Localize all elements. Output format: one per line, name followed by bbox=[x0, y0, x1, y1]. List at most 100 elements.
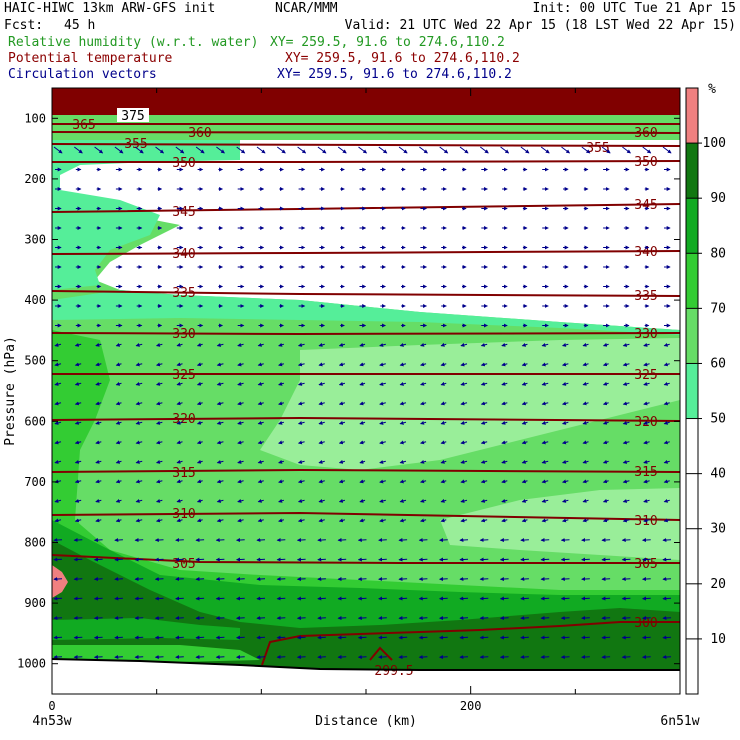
circulation-vector bbox=[276, 635, 286, 640]
circulation-vector bbox=[114, 146, 124, 154]
circulation-vector bbox=[357, 596, 367, 601]
circulation-vector bbox=[501, 498, 508, 503]
colorbar-band bbox=[686, 308, 698, 364]
circulation-vector bbox=[297, 146, 307, 154]
circulation-vector bbox=[499, 655, 509, 660]
circulation-vector bbox=[53, 557, 63, 562]
circulation-vector bbox=[662, 557, 672, 562]
circulation-vector bbox=[296, 557, 306, 562]
circulation-vector bbox=[256, 557, 266, 562]
theta-contour-360 bbox=[52, 131, 680, 134]
circulation-vector bbox=[439, 655, 448, 660]
circulation-vector bbox=[196, 518, 203, 523]
circulation-vector bbox=[662, 596, 672, 601]
circulation-vector bbox=[156, 459, 163, 464]
circulation-vector bbox=[643, 420, 650, 425]
circulation-vector bbox=[418, 655, 428, 660]
circulation-vector bbox=[195, 596, 205, 601]
circulation-vector bbox=[480, 342, 488, 347]
circulation-vector bbox=[439, 635, 448, 640]
theta-label-375: 375 bbox=[121, 109, 144, 124]
circulation-vector bbox=[134, 146, 144, 154]
theta-label-335-right: 335 bbox=[634, 289, 657, 304]
circulation-vector bbox=[379, 499, 386, 503]
circulation-vector bbox=[276, 557, 286, 562]
circulation-vector bbox=[643, 498, 650, 503]
y-tick-label: 800 bbox=[24, 536, 46, 550]
circulation-vector bbox=[439, 577, 448, 582]
circulation-vector bbox=[54, 499, 62, 503]
circulation-vector bbox=[562, 498, 569, 503]
circulation-vector bbox=[297, 421, 305, 425]
circulation-vector bbox=[480, 362, 488, 367]
circulation-vector bbox=[135, 382, 143, 386]
circulation-vector bbox=[521, 518, 528, 523]
colorbar-label: 20 bbox=[710, 577, 726, 592]
theta-labels: 375 365 360 360 355 355 350 350 345 345 … bbox=[72, 108, 658, 679]
circulation-vector bbox=[562, 440, 569, 445]
circulation-vector bbox=[541, 440, 549, 445]
circulation-vector bbox=[237, 459, 244, 464]
circulation-vector bbox=[317, 146, 327, 154]
circulation-vector bbox=[296, 538, 306, 543]
circulation-vector bbox=[480, 381, 488, 386]
circulation-vector bbox=[337, 635, 347, 640]
theta-label-330-right: 330 bbox=[634, 327, 657, 342]
circulation-vector bbox=[297, 401, 305, 406]
circulation-vector bbox=[378, 146, 388, 154]
circulation-vector bbox=[420, 362, 427, 367]
circulation-vector bbox=[622, 362, 630, 367]
circulation-vector bbox=[379, 479, 386, 484]
circulation-vector bbox=[156, 440, 163, 445]
circulation-vector bbox=[460, 479, 468, 484]
circulation-vector bbox=[278, 498, 284, 503]
y-tick-label: 200 bbox=[24, 172, 46, 186]
circulation-vector bbox=[196, 479, 203, 484]
circulation-vector bbox=[399, 362, 407, 367]
rh-band-light-tongue bbox=[260, 338, 680, 470]
circulation-vector bbox=[276, 655, 286, 660]
circulation-vector bbox=[602, 362, 609, 367]
circulation-vector bbox=[398, 655, 408, 660]
circulation-vector bbox=[318, 498, 325, 503]
circulation-vector bbox=[521, 342, 528, 347]
circulation-vector bbox=[114, 538, 123, 543]
y-tick-label: 500 bbox=[24, 354, 46, 368]
circulation-vector bbox=[54, 460, 62, 464]
circulation-vector bbox=[499, 538, 509, 543]
circulation-vector bbox=[357, 577, 367, 582]
circulation-vector bbox=[134, 616, 144, 621]
circulation-vector bbox=[73, 635, 83, 640]
colorbar-label: 50 bbox=[710, 412, 726, 427]
circulation-vector bbox=[582, 440, 589, 445]
circulation-vector bbox=[540, 596, 550, 601]
circulation-vector bbox=[54, 440, 62, 445]
circulation-vector bbox=[95, 498, 102, 503]
circulation-vector bbox=[297, 499, 305, 503]
y-tick-label: 1000 bbox=[17, 657, 46, 671]
circulation-vector bbox=[278, 459, 284, 464]
circulation-vector bbox=[541, 518, 549, 523]
circulation-vector bbox=[278, 342, 284, 347]
circulation-vector bbox=[499, 635, 509, 640]
init-time: Init: 00 UTC Tue 21 Apr 15 bbox=[533, 1, 737, 16]
circulation-vector bbox=[520, 146, 530, 154]
rh-saturated-spot bbox=[52, 565, 68, 598]
circulation-vector bbox=[562, 459, 569, 464]
circulation-vector bbox=[54, 518, 62, 523]
circulation-vector bbox=[582, 459, 589, 464]
circulation-vector bbox=[278, 479, 284, 484]
circulation-vector bbox=[643, 401, 650, 406]
circulation-vector bbox=[460, 421, 468, 425]
circulation-vector bbox=[642, 596, 651, 601]
circulation-vector bbox=[135, 362, 143, 367]
theta-label-315-left: 315 bbox=[172, 466, 195, 481]
circulation-vector bbox=[215, 616, 225, 621]
circulation-vector bbox=[337, 538, 347, 543]
circulation-vector bbox=[663, 479, 670, 484]
circulation-vector bbox=[195, 655, 205, 660]
circulation-vector bbox=[195, 616, 205, 621]
circulation-vector bbox=[338, 498, 346, 503]
theta-label-305-right: 305 bbox=[634, 557, 657, 572]
circulation-vector bbox=[643, 381, 650, 386]
